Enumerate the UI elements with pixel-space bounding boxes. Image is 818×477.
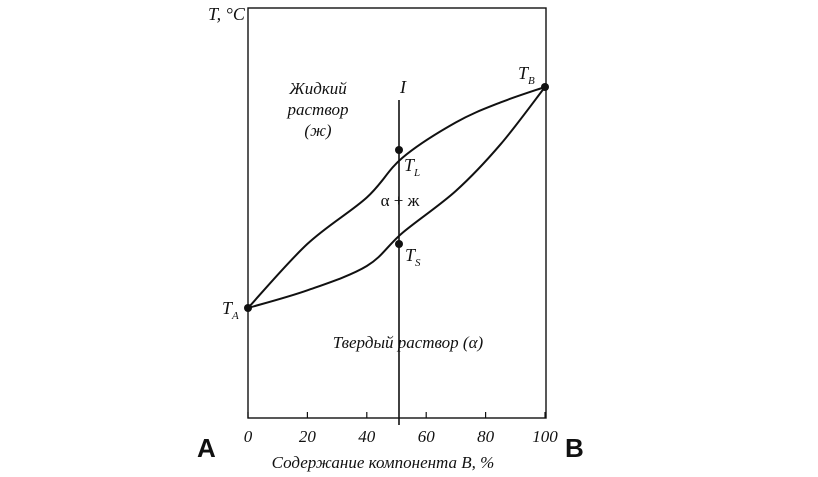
label-TS: TS (405, 245, 421, 269)
point-TL (395, 146, 403, 154)
y-axis-label: T, °C (208, 4, 246, 24)
corner-label-B: B (565, 433, 584, 463)
region-two-phase: α + ж (381, 191, 420, 210)
point-TB (541, 83, 549, 91)
x-ticks-group: 0 20 40 60 80 100 (244, 412, 558, 446)
region-liquid-line2: раствор (287, 100, 349, 119)
x-tick-label: 0 (244, 427, 253, 446)
x-tick-label: 40 (358, 427, 376, 446)
vertical-line-label: I (399, 77, 407, 97)
label-TA: TA (222, 298, 239, 322)
region-liquid-line1: Жидкий (288, 79, 347, 98)
x-tick-label: 100 (532, 427, 558, 446)
x-axis-label: Содержание компонента B, % (272, 453, 495, 472)
x-tick-label: 20 (299, 427, 317, 446)
label-TL: TL (404, 155, 420, 179)
curves-group (247, 86, 546, 309)
corner-label-A: A (197, 433, 216, 463)
region-liquid-line3: (ж) (304, 121, 331, 140)
liquidus-curve (247, 86, 546, 309)
region-solid: Твердый раствор (α) (333, 333, 484, 352)
point-TA (244, 304, 252, 312)
x-tick-label: 60 (418, 427, 436, 446)
point-TS (395, 240, 403, 248)
solidus-curve (247, 86, 546, 309)
plot-frame (247, 7, 547, 419)
x-tick-label: 80 (477, 427, 495, 446)
label-TB: TB (518, 63, 535, 87)
